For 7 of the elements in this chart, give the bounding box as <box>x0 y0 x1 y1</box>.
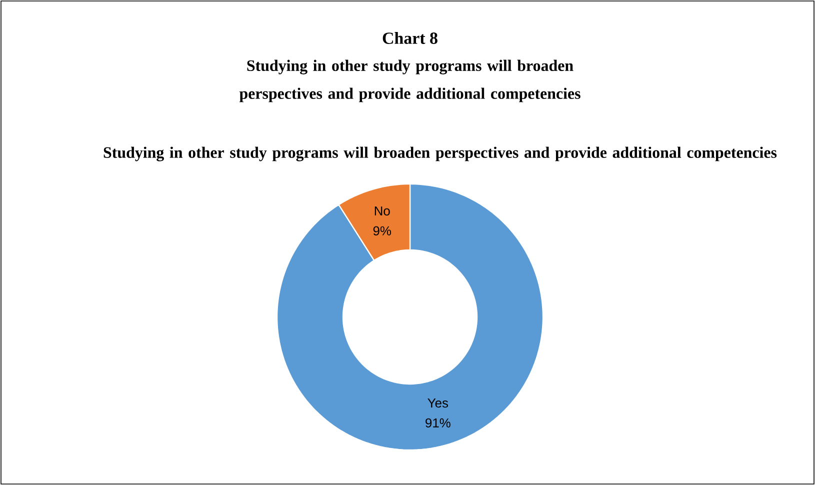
chart-title: Chart 8 <box>382 32 438 44</box>
text: Studying in other study programs will broaden perspectives and provide additional competencies <box>104 146 777 162</box>
chart-subtitle: Studying in other study programs will broaden perspectives and provide additional competencies <box>239 60 580 102</box>
data-label: 91% <box>426 418 450 428</box>
slice-label: No <box>374 206 390 216</box>
data-label: 9% <box>373 226 392 236</box>
slice-label: Yes <box>428 398 448 408</box>
